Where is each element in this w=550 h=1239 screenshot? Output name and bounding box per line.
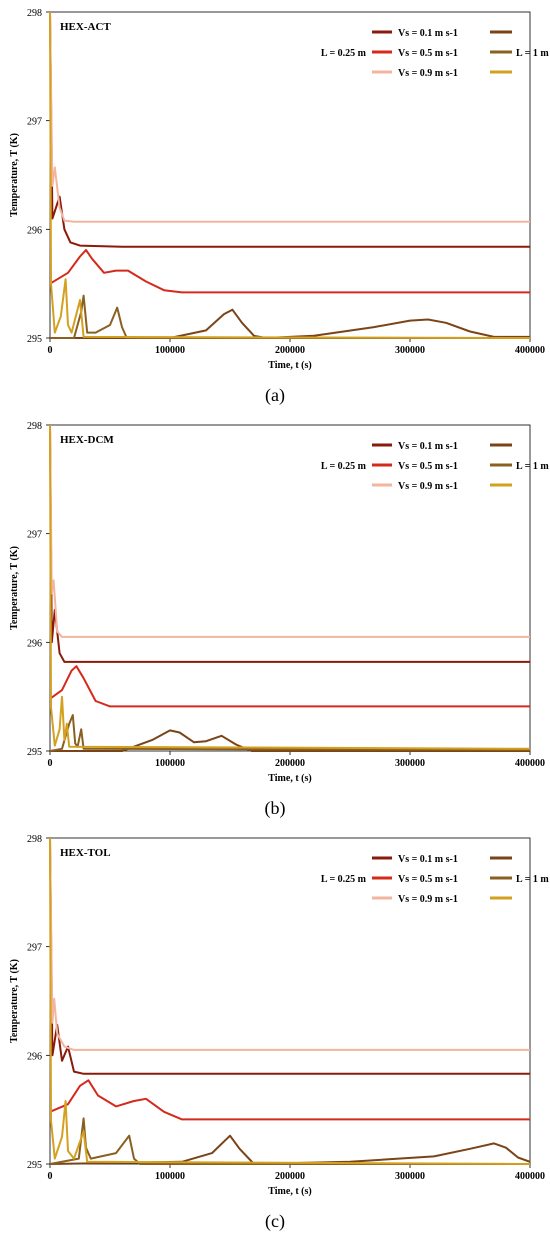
y-tick-label: 295 [27,747,42,758]
series-line [49,1079,530,1121]
legend-group-label: L = 1 m [516,874,549,885]
series-line [49,11,531,339]
x-tick-label: 300000 [395,1171,425,1182]
series-line [49,249,530,294]
chart-svg: 295 296 297 298 0 100000 200000 300000 400000 Tim… [9,8,549,371]
series-line [49,11,530,223]
y-tick-label: 295 [27,334,42,345]
series-line [49,1134,531,1165]
chart-title: HEX-ACT [60,21,111,33]
chart-title: HEX-TOL [60,847,111,859]
chart-svg: 295 296 297 298 0 100000 200000 300000 400000 Tim… [9,834,549,1197]
legend-label: Vs = 0.9 m s-1 [398,894,458,905]
x-tick-label: 400000 [515,345,545,356]
series-line [49,837,531,1165]
y-axis-label: Temperature, T (K) [9,959,20,1043]
x-tick-label: 200000 [275,1171,305,1182]
panel-caption: (c) [265,1211,285,1231]
chart-panel-a: 295 296 297 298 0 100000 200000 300000 400000 Tim… [0,0,550,413]
series-line [50,294,530,339]
x-tick-label: 0 [48,1171,53,1182]
x-tick-label: 300000 [395,345,425,356]
x-tick-label: 400000 [515,1171,545,1182]
legend-label: Vs = 0.9 m s-1 [398,68,458,79]
legend-label: Vs = 0.1 m s-1 [398,854,458,865]
legend-label: Vs = 0.5 m s-1 [398,874,458,885]
series-line [49,424,530,638]
x-axis-label: Time, t (s) [268,773,311,784]
legend-group-label: L = 0.25 m [321,48,367,59]
legend-label: Vs = 0.5 m s-1 [398,48,458,59]
series-line [49,837,530,1075]
x-tick-label: 200000 [275,758,305,769]
x-tick-label: 0 [48,758,53,769]
x-tick-label: 100000 [155,1171,185,1182]
y-axis-label: Temperature, T (K) [9,546,20,630]
series-line [49,837,530,1051]
x-tick-label: 200000 [275,345,305,356]
plot-frame [49,11,531,339]
chart-title: HEX-DCM [60,434,114,446]
x-tick-label: 300000 [395,758,425,769]
plot-frame [49,424,531,752]
y-tick-label: 298 [27,8,42,19]
chart-panel-c: 295 296 297 298 0 100000 200000 300000 400000 Tim… [0,826,550,1239]
series-line [49,11,530,248]
x-axis-label: Time, t (s) [268,1186,311,1197]
y-tick-label: 298 [27,421,42,432]
legend-group-label: L = 0.25 m [321,461,367,472]
chart-panel-b: 295 296 297 298 0 100000 200000 300000 400000 Tim… [0,413,550,826]
y-tick-label: 296 [27,638,42,649]
series-line [49,665,530,708]
y-tick-label: 295 [27,1160,42,1171]
y-tick-label: 297 [27,530,42,541]
y-tick-label: 296 [27,1051,42,1062]
legend-group-label: L = 1 m [516,48,549,59]
x-tick-label: 100000 [155,758,185,769]
x-tick-label: 400000 [515,758,545,769]
legend-label: Vs = 0.9 m s-1 [398,481,458,492]
y-tick-label: 298 [27,834,42,845]
series-line [49,424,531,750]
panel-caption: (b) [264,798,286,818]
x-tick-label: 0 [48,345,53,356]
panel-caption: (a) [265,385,285,405]
legend-label: Vs = 0.1 m s-1 [398,28,458,39]
legend-label: Vs = 0.1 m s-1 [398,441,458,452]
x-axis-label: Time, t (s) [268,360,311,371]
x-tick-label: 100000 [155,345,185,356]
legend-group-label: L = 1 m [516,461,549,472]
y-tick-label: 297 [27,117,42,128]
y-tick-label: 297 [27,943,42,954]
y-tick-label: 296 [27,225,42,236]
chart-svg: 295 296 297 298 0 100000 200000 300000 400000 Tim… [9,421,549,784]
plot-frame [49,837,531,1165]
legend-group-label: L = 0.25 m [321,874,367,885]
y-axis-label: Temperature, T (K) [9,133,20,217]
legend-label: Vs = 0.5 m s-1 [398,461,458,472]
